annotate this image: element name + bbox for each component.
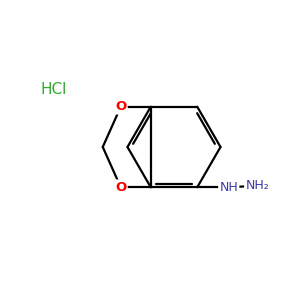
Text: NH: NH bbox=[219, 181, 238, 194]
Text: HCl: HCl bbox=[41, 82, 67, 98]
Text: NH₂: NH₂ bbox=[245, 179, 269, 192]
Text: O: O bbox=[115, 181, 126, 194]
Text: O: O bbox=[115, 100, 126, 113]
